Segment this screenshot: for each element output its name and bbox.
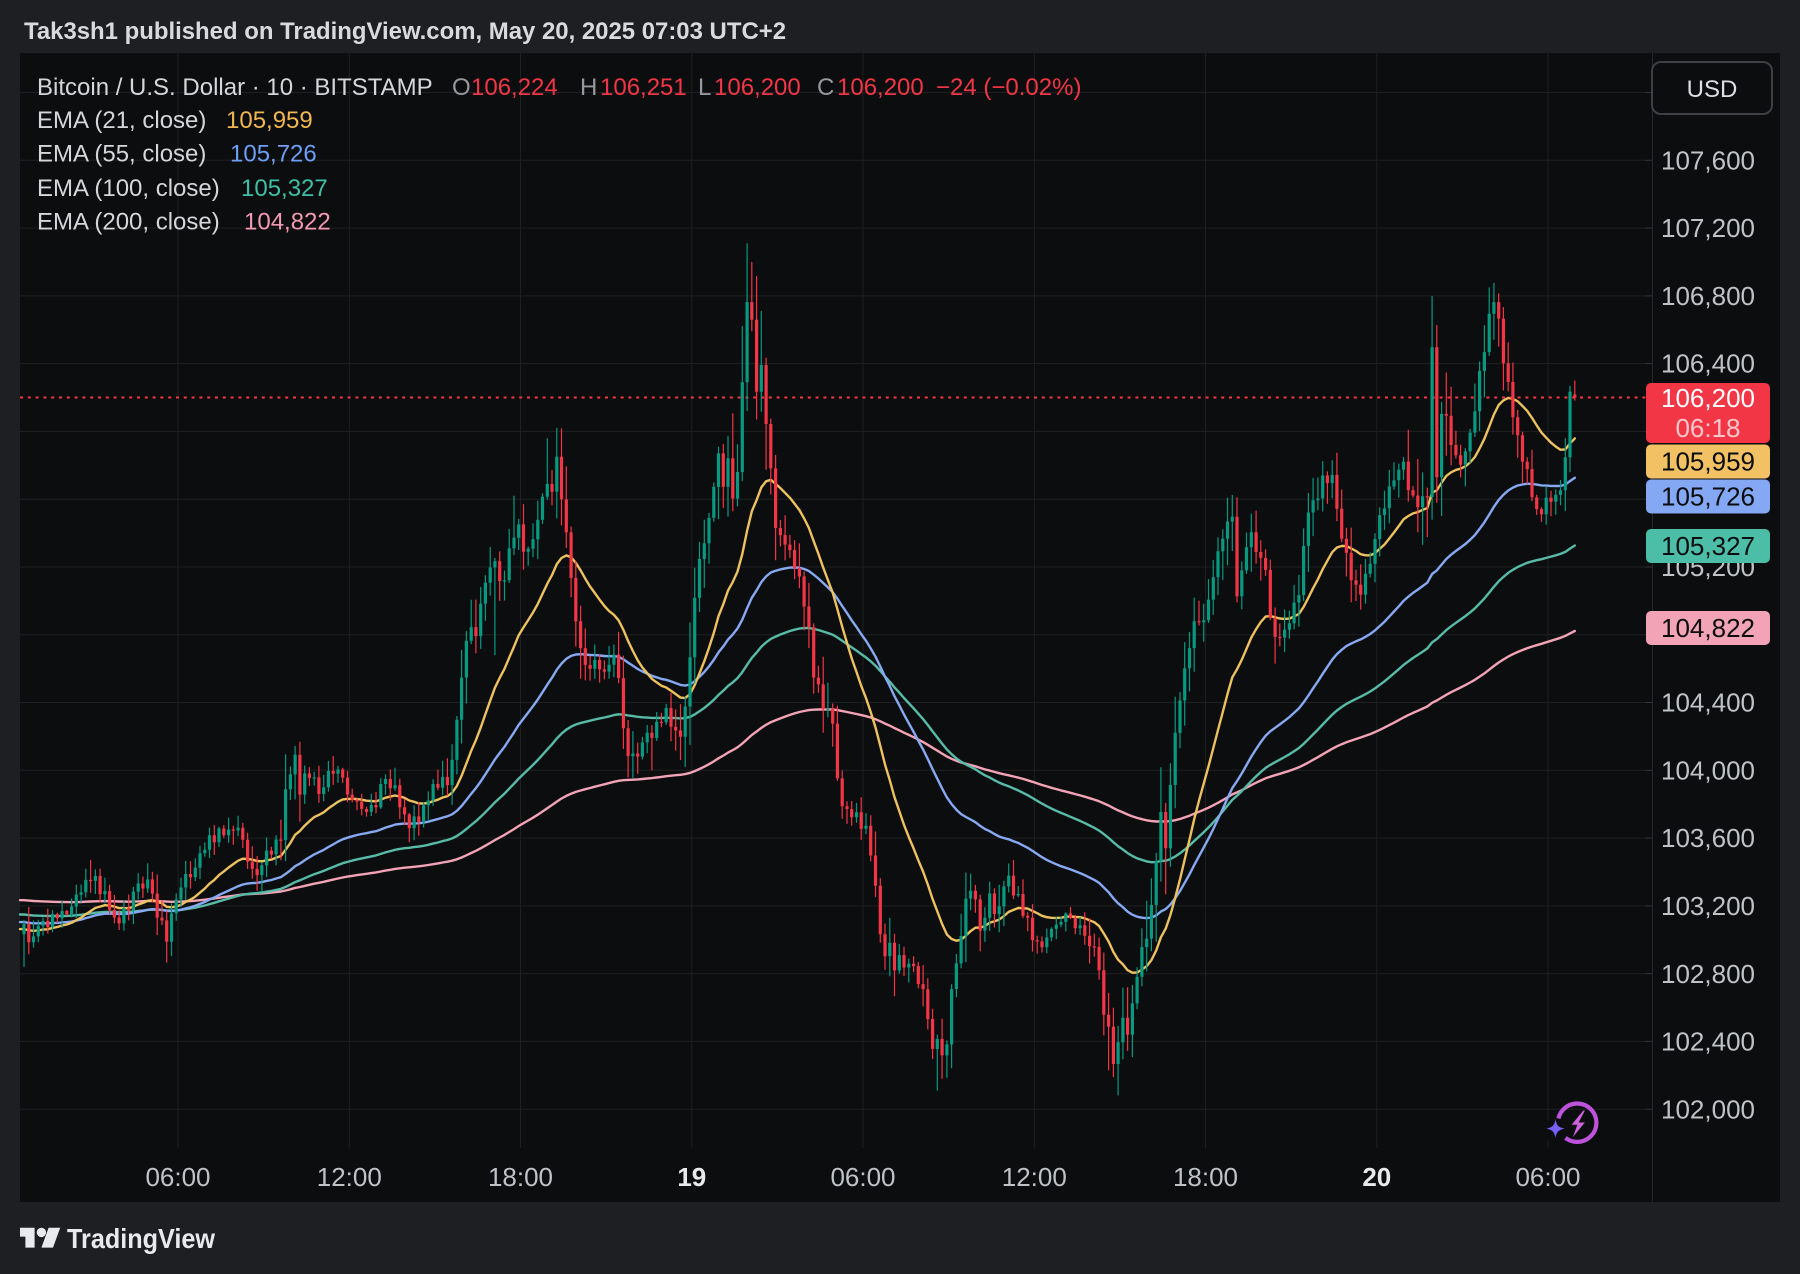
svg-text:105,726: 105,726 bbox=[230, 141, 317, 168]
svg-text:USD: USD bbox=[1687, 76, 1738, 103]
svg-text:19: 19 bbox=[677, 1162, 706, 1192]
svg-text:EMA (200, close): EMA (200, close) bbox=[37, 209, 220, 236]
svg-text:06:18: 06:18 bbox=[1675, 413, 1740, 443]
svg-text:06:00: 06:00 bbox=[145, 1162, 210, 1192]
svg-text:103,200: 103,200 bbox=[1661, 891, 1755, 921]
svg-text:O: O bbox=[452, 74, 471, 101]
svg-text:102,400: 102,400 bbox=[1661, 1027, 1755, 1057]
svg-text:105,726: 105,726 bbox=[1661, 482, 1755, 512]
svg-text:L: L bbox=[698, 74, 711, 101]
svg-text:106,224: 106,224 bbox=[471, 74, 558, 101]
svg-text:18:00: 18:00 bbox=[488, 1162, 553, 1192]
svg-text:TradingView: TradingView bbox=[67, 1223, 215, 1254]
svg-text:EMA (100, close): EMA (100, close) bbox=[37, 175, 220, 202]
svg-text:105,959: 105,959 bbox=[226, 107, 313, 134]
svg-text:Tak3sh1 published on TradingVi: Tak3sh1 published on TradingView.com, Ma… bbox=[24, 18, 786, 45]
svg-text:18:00: 18:00 bbox=[1173, 1162, 1238, 1192]
svg-text:102,000: 102,000 bbox=[1661, 1094, 1755, 1124]
svg-text:103,600: 103,600 bbox=[1661, 823, 1755, 853]
svg-text:12:00: 12:00 bbox=[317, 1162, 382, 1192]
svg-text:20: 20 bbox=[1362, 1162, 1391, 1192]
svg-text:C: C bbox=[817, 74, 834, 101]
svg-text:106,400: 106,400 bbox=[1661, 349, 1755, 379]
svg-text:106,251: 106,251 bbox=[600, 74, 687, 101]
svg-text:107,600: 107,600 bbox=[1661, 145, 1755, 175]
svg-text:104,822: 104,822 bbox=[1661, 613, 1755, 643]
svg-text:105,327: 105,327 bbox=[1661, 531, 1755, 561]
svg-text:104,000: 104,000 bbox=[1661, 755, 1755, 785]
svg-text:106,200: 106,200 bbox=[837, 74, 924, 101]
svg-text:06:00: 06:00 bbox=[830, 1162, 895, 1192]
svg-text:102,800: 102,800 bbox=[1661, 959, 1755, 989]
svg-text:−24 (−0.02%): −24 (−0.02%) bbox=[936, 74, 1081, 101]
svg-text:105,959: 105,959 bbox=[1661, 447, 1755, 477]
svg-text:12:00: 12:00 bbox=[1002, 1162, 1067, 1192]
svg-text:106,800: 106,800 bbox=[1661, 281, 1755, 311]
svg-text:06:00: 06:00 bbox=[1515, 1162, 1580, 1192]
svg-text:H: H bbox=[580, 74, 597, 101]
svg-text:EMA (21, close): EMA (21, close) bbox=[37, 107, 206, 134]
svg-text:EMA (55, close): EMA (55, close) bbox=[37, 141, 206, 168]
svg-text:106,200: 106,200 bbox=[714, 74, 801, 101]
svg-text:105,327: 105,327 bbox=[241, 175, 328, 202]
svg-text:104,822: 104,822 bbox=[244, 209, 331, 236]
svg-text:106,200: 106,200 bbox=[1661, 383, 1755, 413]
svg-text:107,200: 107,200 bbox=[1661, 213, 1755, 243]
svg-text:104,400: 104,400 bbox=[1661, 688, 1755, 718]
svg-text:Bitcoin / U.S. Dollar · 10 · B: Bitcoin / U.S. Dollar · 10 · BITSTAMP bbox=[37, 74, 433, 101]
